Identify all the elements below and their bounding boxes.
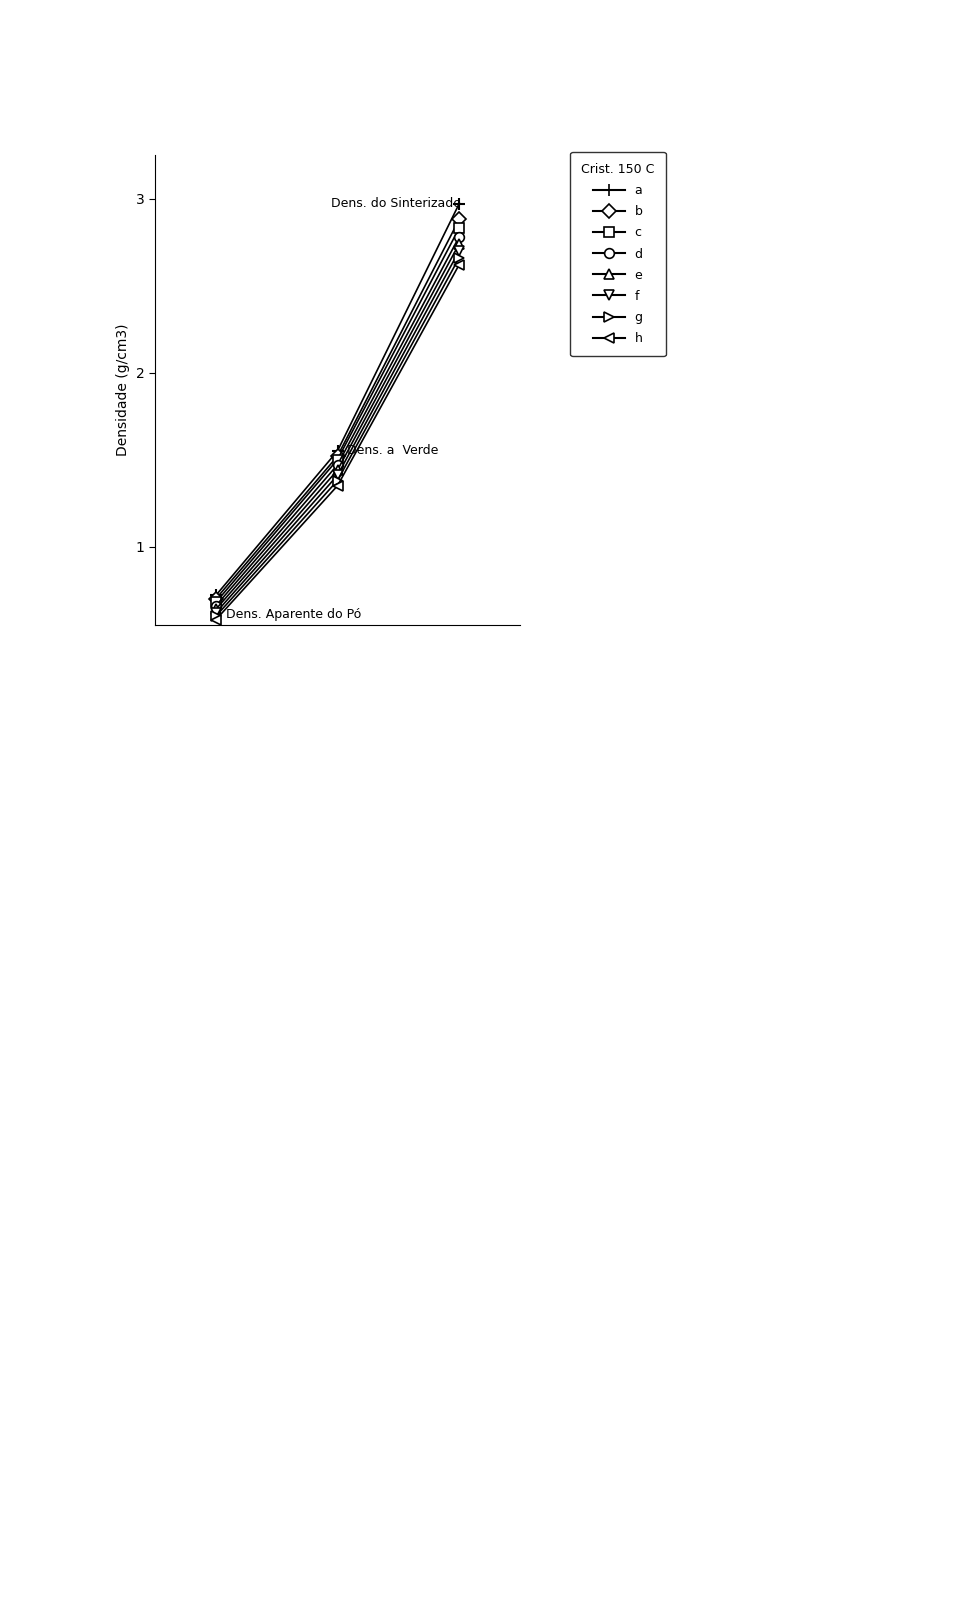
- c: [453, 219, 465, 239]
- Text: Dens. a  Verde: Dens. a Verde: [348, 445, 439, 458]
- f: [210, 603, 222, 622]
- h: [453, 255, 465, 274]
- g: [453, 248, 465, 268]
- Line: b: b: [211, 214, 464, 604]
- Line: h: h: [211, 260, 464, 624]
- Y-axis label: Densidade (g/cm3): Densidade (g/cm3): [116, 324, 131, 456]
- Text: Dens. Aparente do Pó: Dens. Aparente do Pó: [226, 608, 361, 621]
- d: [453, 227, 465, 247]
- f: [332, 466, 344, 485]
- e: [453, 234, 465, 253]
- b: [210, 590, 222, 609]
- Line: a: a: [209, 198, 466, 601]
- f: [453, 242, 465, 261]
- g: [210, 606, 222, 625]
- a: [210, 585, 222, 604]
- e: [332, 461, 344, 480]
- Line: d: d: [211, 232, 464, 611]
- Legend: a, b, c, d, e, f, g, h: a, b, c, d, e, f, g, h: [570, 152, 666, 356]
- b: [453, 210, 465, 229]
- g: [332, 471, 344, 490]
- Line: c: c: [211, 222, 464, 608]
- e: [210, 600, 222, 619]
- d: [210, 596, 222, 616]
- h: [210, 609, 222, 629]
- Line: g: g: [211, 253, 464, 621]
- Text: Dens. do Sinterizado: Dens. do Sinterizado: [331, 197, 462, 210]
- Line: f: f: [211, 247, 464, 617]
- c: [210, 593, 222, 613]
- h: [332, 476, 344, 495]
- d: [332, 455, 344, 474]
- a: [453, 193, 465, 213]
- b: [332, 447, 344, 466]
- c: [332, 450, 344, 469]
- a: [332, 442, 344, 461]
- Line: e: e: [211, 239, 464, 614]
